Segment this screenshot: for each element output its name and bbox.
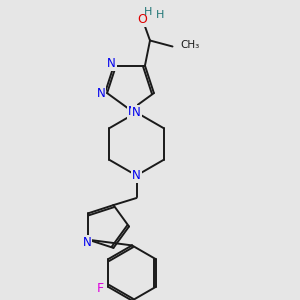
Text: H: H — [156, 10, 165, 20]
Text: N: N — [82, 236, 91, 249]
Text: O: O — [138, 13, 147, 26]
Text: F: F — [97, 282, 104, 295]
Text: N: N — [132, 169, 141, 182]
Text: N: N — [132, 106, 141, 119]
Text: H: H — [144, 7, 152, 17]
Text: N: N — [97, 87, 106, 100]
Text: N: N — [128, 105, 136, 118]
Text: CH₃: CH₃ — [180, 40, 199, 50]
Text: N: N — [107, 57, 116, 70]
